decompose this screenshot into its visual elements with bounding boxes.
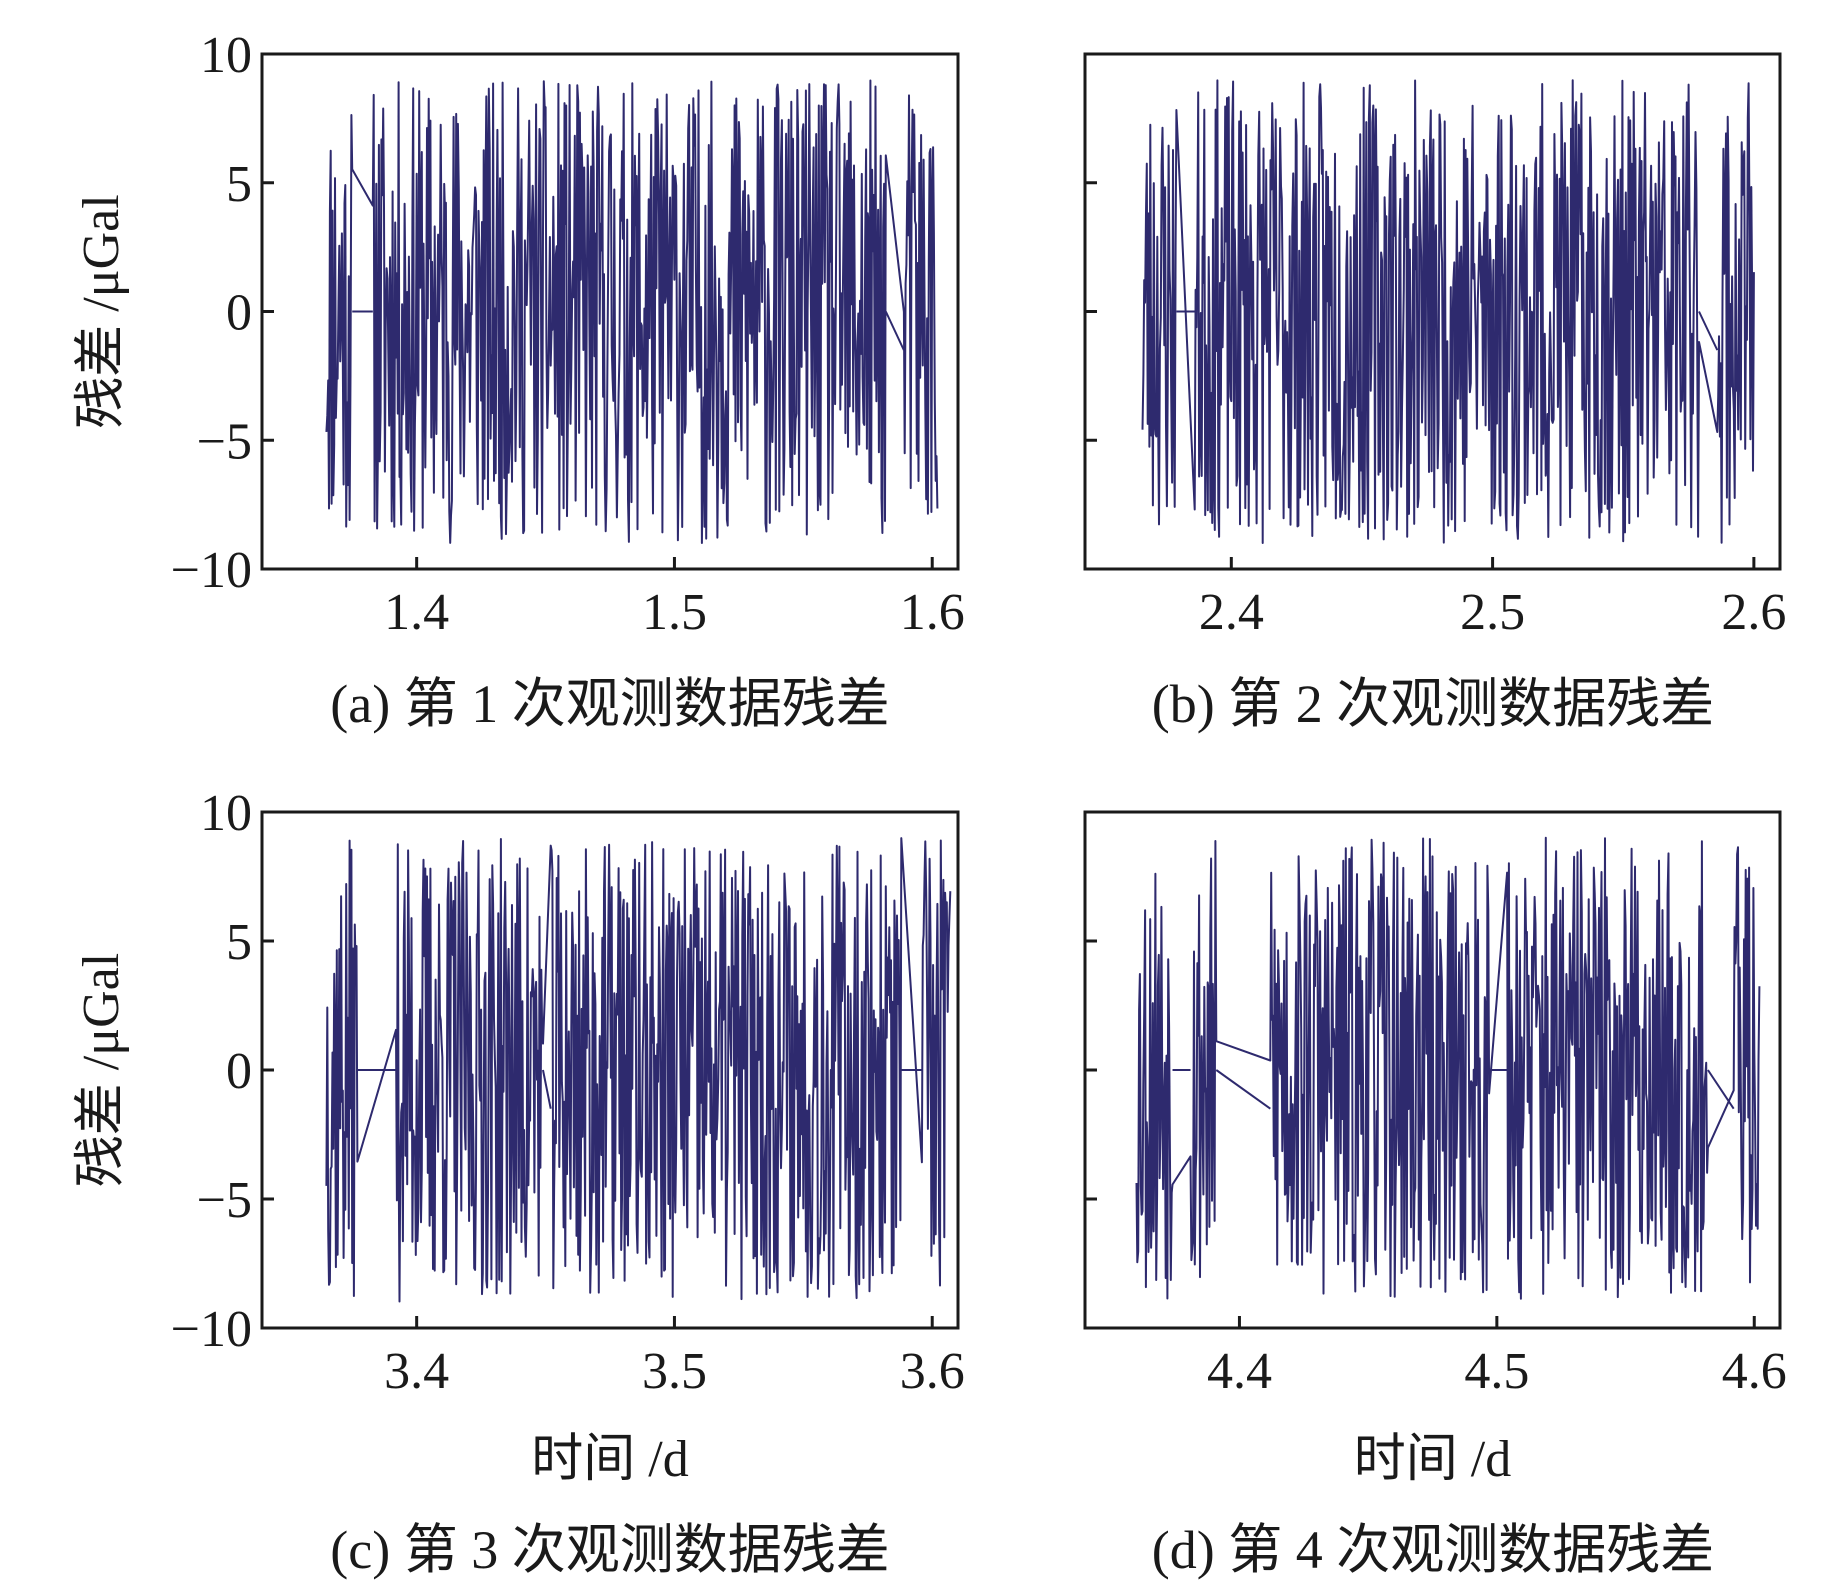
gap-connector-c-1 xyxy=(541,1069,552,1109)
series-line-b xyxy=(1141,79,1755,544)
x-axis-label-d: 时间 /d xyxy=(1354,1431,1511,1488)
y-tick-label-a-2: 0 xyxy=(226,285,252,342)
gap-connector-d-1 xyxy=(1215,1069,1271,1110)
x-tick-label-c-0: 3.4 xyxy=(384,1343,449,1400)
gap-connector-a-1 xyxy=(884,311,905,351)
x-tick-label-c-2: 3.6 xyxy=(900,1343,965,1400)
panel-caption-a: (a) 第 1 次观测数据残差 xyxy=(330,674,889,734)
y-tick-label-c-1: 5 xyxy=(226,914,252,971)
panels-group: 10 5 0 −5 −10 1.4 1.5 1.6 残差 /μGal (a) 第 1 次观测数据残… xyxy=(73,27,1787,1580)
y-tick-label-a-1: 5 xyxy=(226,156,252,213)
gap-connector-b-1 xyxy=(1698,311,1719,351)
panel-caption-c: (c) 第 3 次观测数据残差 xyxy=(330,1520,889,1580)
y-tick-label-a-3: −5 xyxy=(197,413,252,470)
panel-a: 10 5 0 −5 −10 1.4 1.5 1.6 残差 /μGal (a) 第 1 次观测数据残… xyxy=(73,27,965,734)
series-line-c xyxy=(325,837,952,1303)
panel-d: 4.4 4.5 4.6 时间 /d (d) 第 4 次观测数据残差 xyxy=(1083,810,1787,1580)
y-tick-label-c-2: 0 xyxy=(226,1043,252,1100)
gap-connector-d-3 xyxy=(1707,1069,1735,1110)
x-axis-label-c: 时间 /d xyxy=(531,1431,688,1488)
y-tick-label-c-4: −10 xyxy=(171,1301,252,1358)
panel-c: 10 5 0 −5 −10 3.4 3.5 3.6 残差 /μGal 时间 /d (c) 第 3 次… xyxy=(73,785,965,1580)
panel-caption-b: (b) 第 2 次观测数据残差 xyxy=(1152,674,1714,734)
x-tick-label-a-1: 1.5 xyxy=(642,584,707,641)
x-tick-label-b-1: 2.5 xyxy=(1460,584,1525,641)
panel-caption-d: (d) 第 4 次观测数据残差 xyxy=(1152,1520,1714,1580)
x-tick-label-b-0: 2.4 xyxy=(1199,584,1264,641)
x-tick-label-d-1: 4.5 xyxy=(1464,1343,1529,1400)
x-tick-label-c-1: 3.5 xyxy=(642,1343,707,1400)
panel-b: 2.4 2.5 2.6(b) 第 2 次观测数据残差 xyxy=(1083,52,1786,734)
x-tick-label-d-2: 4.6 xyxy=(1722,1343,1787,1400)
x-tick-label-a-2: 1.6 xyxy=(900,584,965,641)
y-axis-label-a: 残差 /μGal xyxy=(73,194,130,428)
y-tick-label-a-4: −10 xyxy=(171,542,252,599)
y-tick-label-c-3: −5 xyxy=(197,1172,252,1229)
y-axis-label-c: 残差 /μGal xyxy=(73,953,130,1187)
x-tick-label-d-0: 4.4 xyxy=(1207,1343,1272,1400)
y-tick-label-a-0: 10 xyxy=(200,27,252,84)
series-line-a xyxy=(325,79,939,544)
x-tick-label-b-2: 2.6 xyxy=(1721,584,1786,641)
y-tick-label-c-0: 10 xyxy=(200,785,252,842)
series-line-d xyxy=(1135,836,1761,1300)
x-tick-label-a-0: 1.4 xyxy=(384,584,449,641)
